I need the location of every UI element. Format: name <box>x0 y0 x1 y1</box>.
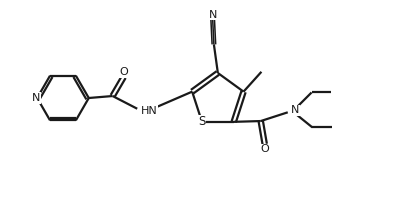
Text: HN: HN <box>141 106 157 116</box>
Text: N: N <box>291 105 299 115</box>
Text: N: N <box>32 93 40 103</box>
Text: O: O <box>260 144 269 154</box>
Text: N: N <box>209 10 217 20</box>
Text: O: O <box>119 67 128 77</box>
Text: S: S <box>198 115 206 128</box>
